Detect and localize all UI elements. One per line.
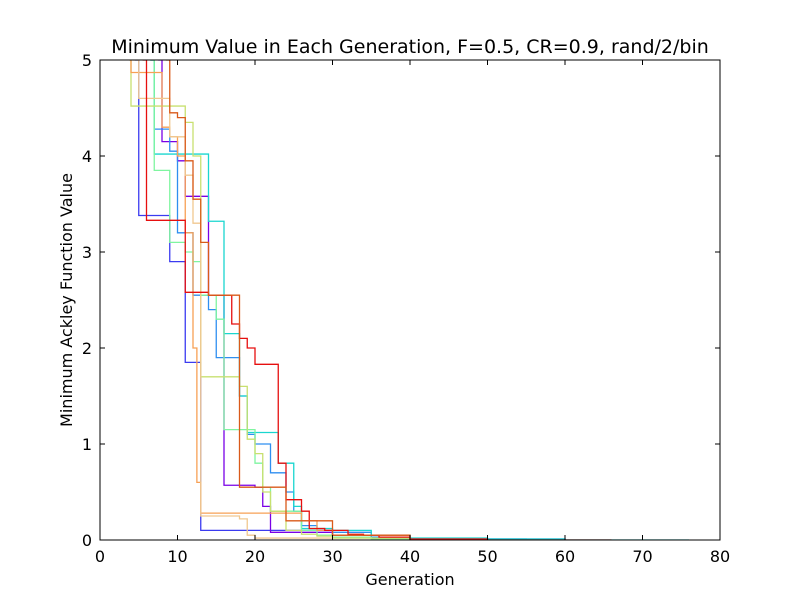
y-tick-label: 0	[82, 531, 92, 550]
x-tick-label: 50	[477, 547, 497, 566]
x-tick-label: 30	[322, 547, 342, 566]
y-axis-title: Minimum Ackley Function Value	[57, 173, 76, 427]
series-line-10	[165, 60, 411, 540]
x-tick-label: 70	[632, 547, 652, 566]
ticks-layer: 0 10 20 30 40 50 60 70 80 0 1 2 3 4 5	[82, 51, 730, 566]
chart-title: Minimum Value in Each Generation, F=0.5,…	[111, 36, 709, 58]
series-layer	[129, 60, 689, 540]
x-axis-title: Generation	[365, 570, 454, 589]
y-tick-label: 1	[82, 435, 92, 454]
series-line-8	[132, 60, 410, 540]
x-tick-label: 80	[710, 547, 730, 566]
y-tick-label: 3	[82, 243, 92, 262]
x-tick-label: 40	[400, 547, 420, 566]
x-tick-label: 10	[167, 547, 187, 566]
x-tick-label: 0	[95, 547, 105, 566]
y-tick-label: 2	[82, 339, 92, 358]
y-tick-label: 5	[82, 51, 92, 70]
x-tick-label: 20	[245, 547, 265, 566]
y-tick-label: 4	[82, 147, 92, 166]
x-tick-label: 60	[555, 547, 575, 566]
